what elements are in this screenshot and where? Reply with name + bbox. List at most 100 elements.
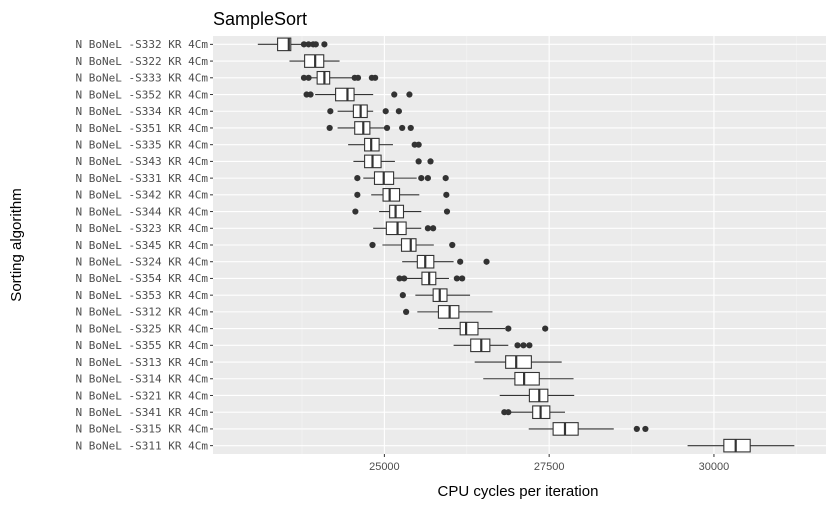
- outlier-point: [407, 124, 414, 132]
- box-n-bonel--s352-kr-4cm: [303, 87, 413, 102]
- iqr-box: [514, 371, 540, 386]
- outlier-point: [642, 425, 649, 433]
- y-tick-label: N BoNeL -S321 KR 4Cm: [76, 389, 209, 402]
- y-tick-label: N BoNeL -S334 KR 4Cm: [76, 105, 209, 118]
- y-axis-title: Sorting algorithm: [8, 188, 25, 301]
- outlier-point: [300, 74, 308, 81]
- box-n-bonel--s335-kr-4cm: [348, 137, 422, 152]
- outlier-point: [633, 425, 640, 433]
- outlier-point: [354, 191, 361, 198]
- outlier-point: [505, 325, 512, 332]
- outlier-point: [415, 141, 422, 148]
- outlier-point: [427, 158, 434, 165]
- outlier-point: [383, 124, 391, 132]
- outlier-point: [483, 258, 490, 265]
- iqr-box: [723, 438, 751, 453]
- y-tick-label: N BoNeL -S313 KR 4Cm: [76, 356, 209, 369]
- outlier-point: [457, 258, 464, 265]
- outlier-point: [442, 175, 449, 182]
- outlier-point: [326, 124, 333, 132]
- y-tick-label: N BoNeL -S343 KR 4Cm: [76, 155, 209, 168]
- y-tick-label: N BoNeL -S331 KR 4Cm: [76, 172, 209, 185]
- outlier-point: [396, 275, 403, 282]
- box-n-bonel--s312-kr-4cm: [403, 305, 493, 319]
- box-n-bonel--s314-kr-4cm: [483, 371, 574, 386]
- outlier-point: [305, 74, 312, 81]
- outlier-point: [542, 325, 549, 332]
- y-tick-label: N BoNeL -S354 KR 4Cm: [76, 272, 209, 285]
- iqr-box: [400, 238, 417, 252]
- outlier-point: [514, 342, 521, 349]
- outlier-point: [305, 41, 312, 48]
- box-n-bonel--s311-kr-4cm: [687, 438, 795, 453]
- outlier-point: [321, 41, 328, 48]
- outlier-point: [401, 275, 408, 282]
- outlier-point: [418, 175, 425, 182]
- box-n-bonel--s341-kr-4cm: [501, 405, 565, 420]
- outlier-point: [403, 308, 410, 315]
- box-n-bonel--s353-kr-4cm: [399, 288, 471, 302]
- boxes: [257, 37, 795, 453]
- x-tick-label: 27500: [534, 461, 565, 473]
- outlier-point: [406, 91, 413, 98]
- outlier-point: [354, 175, 361, 182]
- box-n-bonel--s345-kr-4cm: [369, 238, 456, 252]
- outlier-point: [391, 91, 398, 98]
- outlier-point: [443, 191, 450, 198]
- box-n-bonel--s323-kr-4cm: [373, 221, 437, 236]
- box-n-bonel--s355-kr-4cm: [453, 338, 533, 353]
- y-tick-label: N BoNeL -S323 KR 4Cm: [76, 222, 209, 235]
- box-n-bonel--s351-kr-4cm: [326, 121, 414, 135]
- y-tick-label: N BoNeL -S333 KR 4Cm: [76, 72, 209, 85]
- y-tick-label: N BoNeL -S351 KR 4Cm: [76, 122, 209, 135]
- y-tick-label: N BoNeL -S341 KR 4Cm: [76, 406, 209, 419]
- outlier-point: [354, 74, 362, 81]
- outlier-point: [369, 241, 376, 249]
- y-tick-label: N BoNeL -S353 KR 4Cm: [76, 289, 209, 302]
- outlier-point: [526, 342, 533, 349]
- box-n-bonel--s315-kr-4cm: [528, 422, 649, 436]
- outlier-point: [327, 108, 334, 115]
- box-n-bonel--s343-kr-4cm: [353, 154, 434, 169]
- outlier-point: [312, 41, 319, 48]
- iqr-box: [277, 37, 292, 52]
- outlier-point: [399, 292, 406, 299]
- outlier-point: [399, 124, 406, 132]
- box-n-bonel--s313-kr-4cm: [474, 355, 562, 369]
- y-tick-label: N BoNeL -S352 KR 4Cm: [76, 88, 209, 101]
- outlier-point: [372, 74, 379, 81]
- y-tick-label: N BoNeL -S324 KR 4Cm: [76, 256, 209, 269]
- y-tick-label: N BoNeL -S344 KR 4Cm: [76, 205, 209, 218]
- y-tick-label: N BoNeL -S332 KR 4Cm: [76, 38, 209, 51]
- box-n-bonel--s322-kr-4cm: [289, 54, 340, 68]
- x-axis-title: CPU cycles per iteration: [438, 483, 599, 500]
- x-axis-ticks: 25000 27500 30000: [369, 454, 729, 473]
- iqr-box: [385, 221, 407, 236]
- outlier-point: [382, 108, 389, 115]
- y-tick-label: N BoNeL -S325 KR 4Cm: [76, 322, 209, 335]
- box-n-bonel--s342-kr-4cm: [354, 188, 450, 202]
- outlier-point: [453, 275, 460, 282]
- y-tick-label: N BoNeL -S335 KR 4Cm: [76, 138, 209, 151]
- y-tick-label: N BoNeL -S311 KR 4Cm: [76, 439, 209, 452]
- x-tick-label: 30000: [699, 461, 730, 473]
- outlier-point: [505, 409, 512, 416]
- outlier-point: [352, 208, 359, 215]
- box-n-bonel--s344-kr-4cm: [352, 204, 451, 219]
- y-tick-label: N BoNeL -S315 KR 4Cm: [76, 423, 209, 436]
- outlier-point: [424, 175, 431, 182]
- outlier-point: [395, 108, 402, 115]
- outlier-point: [430, 225, 437, 232]
- box-n-bonel--s333-kr-4cm: [300, 70, 379, 85]
- box-n-bonel--s354-kr-4cm: [396, 271, 466, 286]
- box-n-bonel--s325-kr-4cm: [438, 321, 549, 336]
- iqr-box: [459, 321, 479, 336]
- y-tick-label: N BoNeL -S342 KR 4Cm: [76, 189, 209, 202]
- outlier-point: [520, 342, 527, 349]
- iqr-box: [505, 355, 532, 369]
- y-axis-ticks: N BoNeL -S332 KR 4Cm N BoNeL -S322 KR 4Cm…: [76, 38, 213, 452]
- outlier-point: [443, 208, 451, 215]
- y-tick-label: N BoNeL -S322 KR 4Cm: [76, 55, 209, 68]
